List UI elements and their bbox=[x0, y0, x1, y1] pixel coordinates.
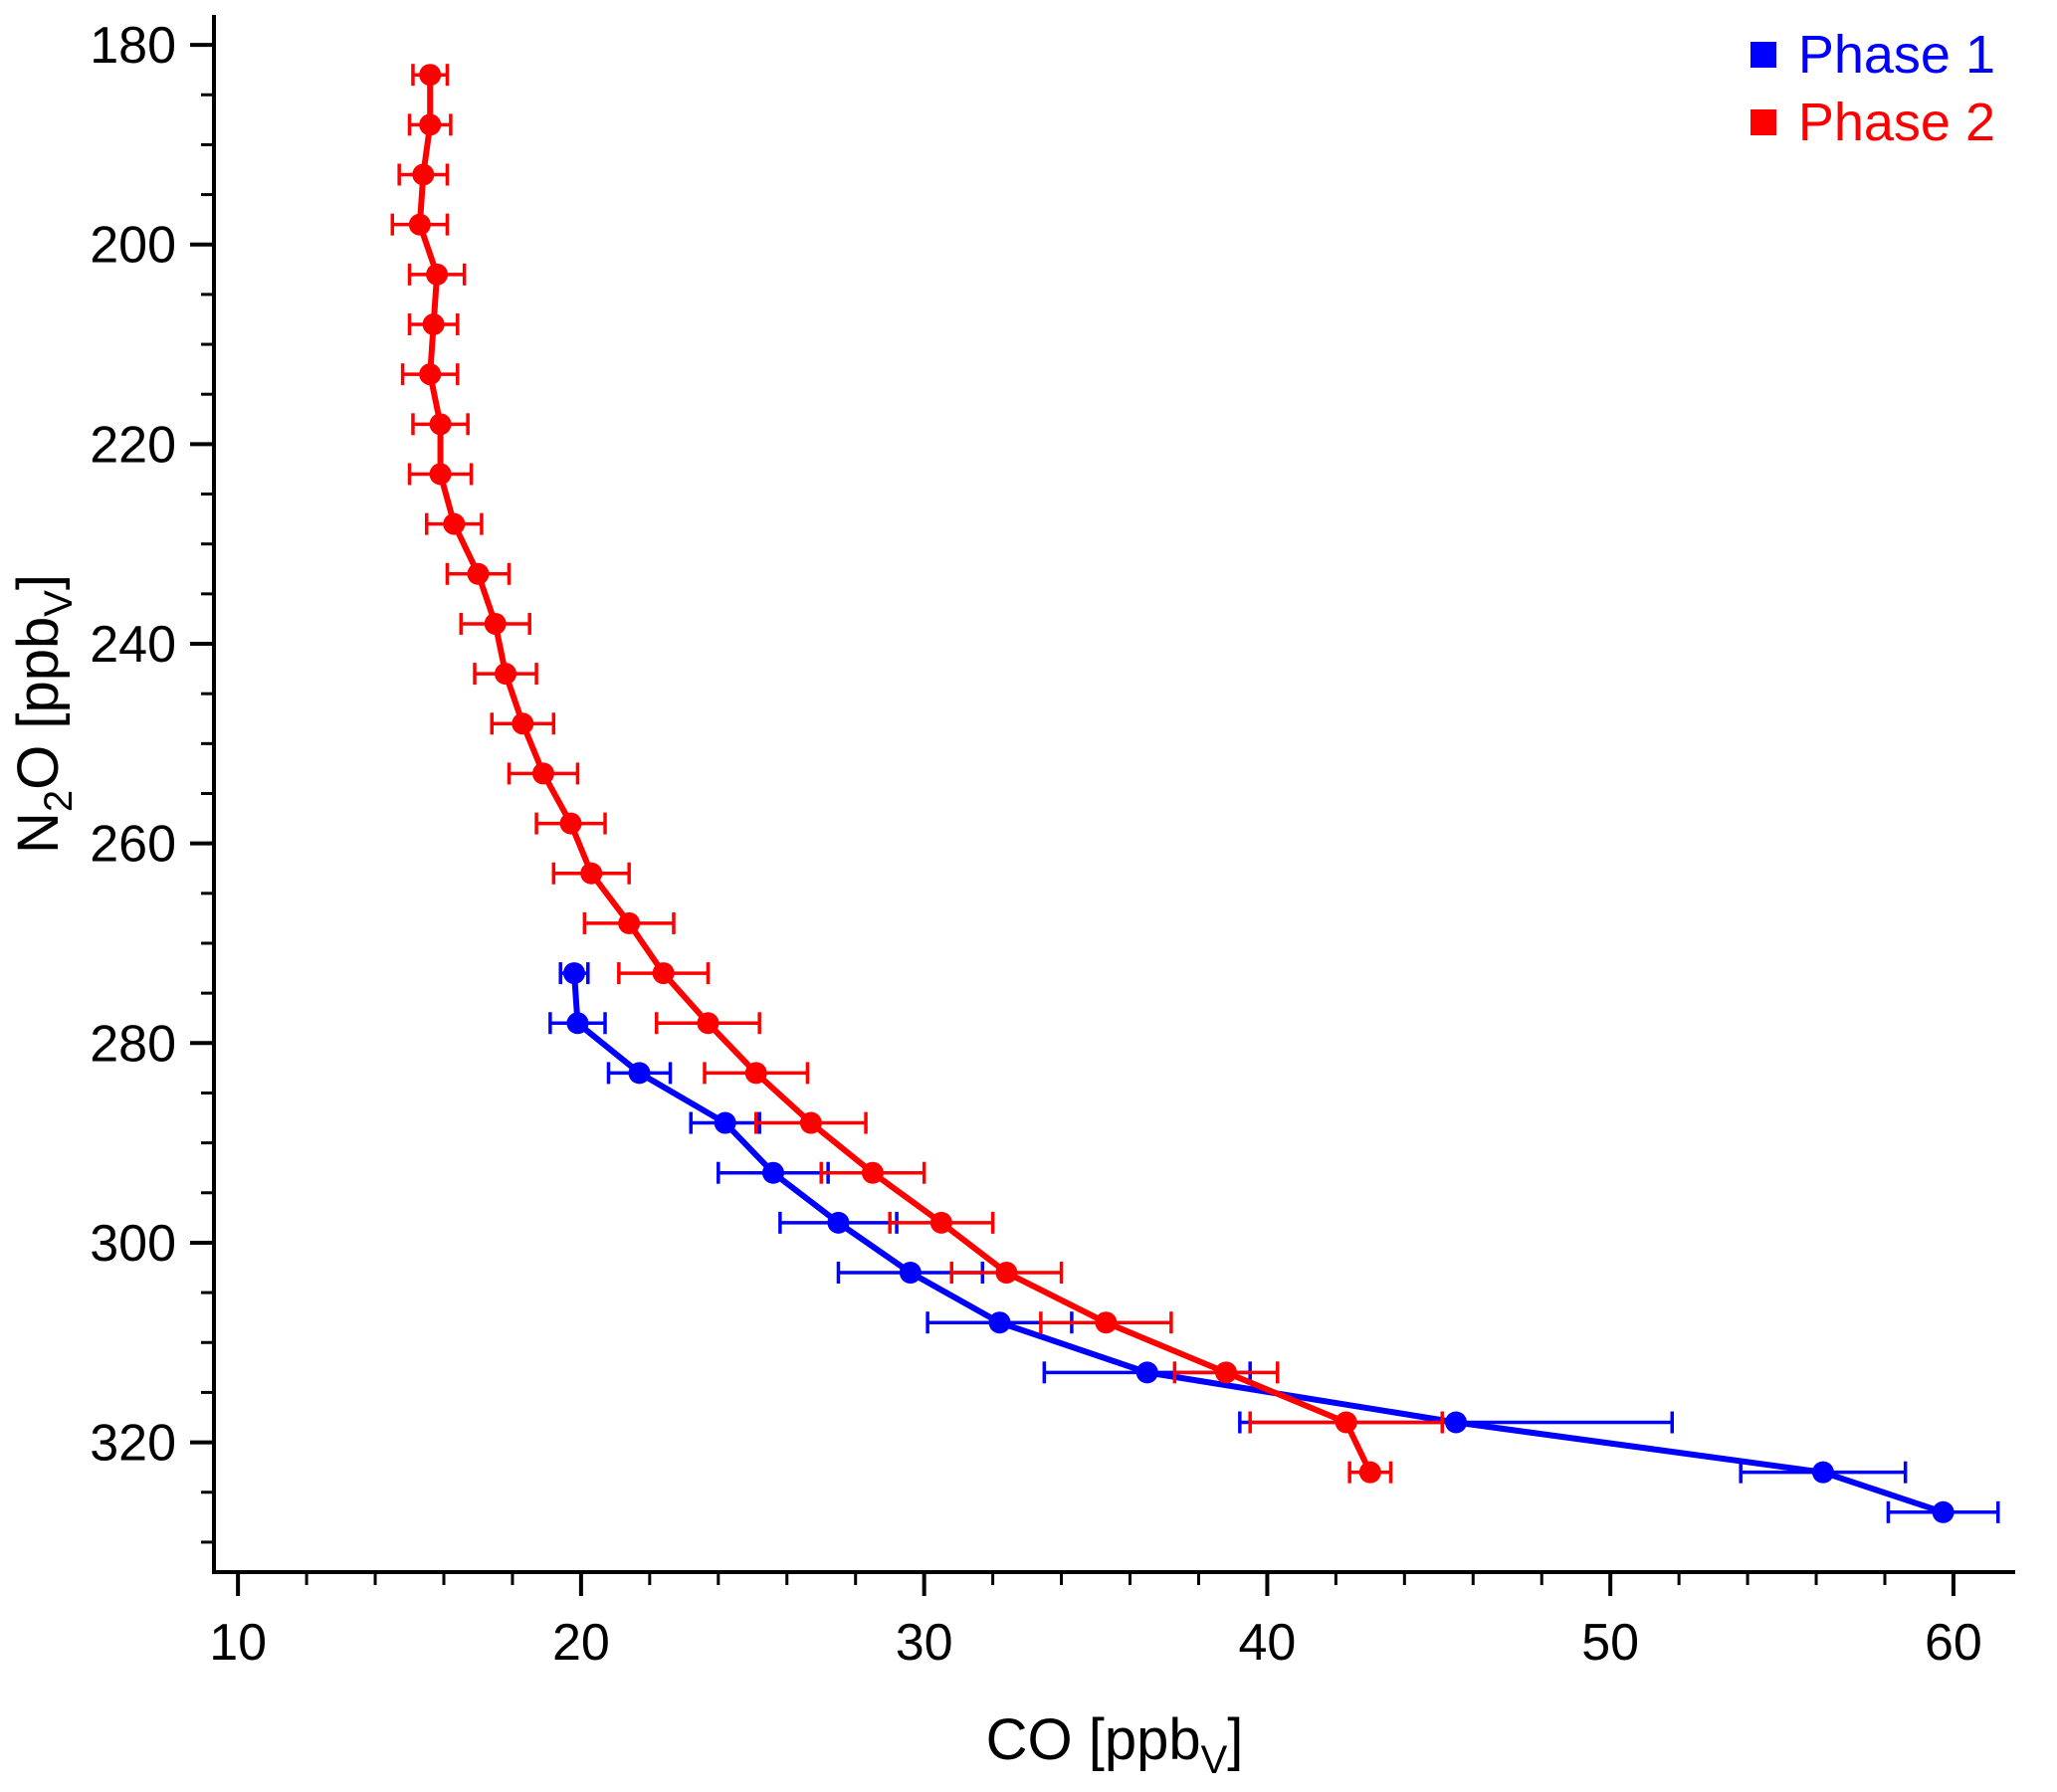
legend-label-phase-1: Phase 1 bbox=[1797, 25, 1995, 85]
data-point bbox=[1445, 1411, 1468, 1434]
data-point bbox=[929, 1211, 952, 1234]
series-phase-1 bbox=[548, 962, 2000, 1523]
phase-2-swatch-icon bbox=[1749, 109, 1776, 135]
data-point bbox=[531, 762, 554, 785]
data-point bbox=[429, 463, 452, 486]
x-tick-label: 60 bbox=[1925, 1614, 1982, 1672]
data-point bbox=[419, 113, 442, 136]
series-line bbox=[571, 970, 1947, 1515]
data-point bbox=[559, 812, 582, 835]
data-point bbox=[628, 1062, 651, 1085]
legend: Phase 1 Phase 2 bbox=[1749, 25, 1995, 152]
data-point bbox=[652, 962, 675, 985]
x-axis: 10 20 30 40 50 60 bbox=[209, 1572, 1982, 1672]
x-tick-label: 20 bbox=[552, 1614, 610, 1672]
data-point bbox=[422, 312, 445, 335]
data-point bbox=[566, 1012, 589, 1035]
y-axis-title: N2O [ppbV] bbox=[6, 574, 81, 854]
data-point bbox=[419, 64, 442, 87]
data-point bbox=[618, 911, 641, 934]
data-point bbox=[1215, 1361, 1238, 1384]
error-bars bbox=[548, 962, 2000, 1523]
data-point bbox=[697, 1012, 720, 1035]
data-point bbox=[408, 213, 431, 236]
data-point bbox=[419, 363, 442, 386]
x-tick-label: 40 bbox=[1238, 1614, 1296, 1672]
y-tick-label: 180 bbox=[90, 17, 176, 75]
x-axis-title: CO [ppbV] bbox=[986, 1707, 1244, 1782]
data-point bbox=[467, 562, 490, 585]
data-point bbox=[861, 1161, 884, 1184]
x-tick-label: 10 bbox=[209, 1614, 267, 1672]
y-tick-label: 220 bbox=[90, 416, 176, 474]
y-tick-label: 320 bbox=[90, 1415, 176, 1473]
axes bbox=[212, 15, 2015, 1574]
data-point bbox=[714, 1111, 736, 1134]
data-point bbox=[827, 1211, 850, 1234]
data-point bbox=[426, 263, 449, 286]
axis-titles: CO [ppbV] N2O [ppbV] bbox=[6, 574, 1243, 1782]
data-point bbox=[1095, 1311, 1118, 1334]
legend-label-phase-2: Phase 2 bbox=[1797, 93, 1995, 152]
y-tick-label: 200 bbox=[90, 217, 176, 275]
data-point bbox=[429, 413, 452, 436]
data-point bbox=[995, 1262, 1018, 1285]
data-point bbox=[580, 862, 603, 885]
data-point bbox=[512, 712, 534, 735]
y-axis: 180 200 220 240 260 280 300 320 bbox=[90, 17, 214, 1544]
data-point bbox=[484, 612, 507, 635]
data-point bbox=[799, 1111, 822, 1134]
data-point bbox=[1811, 1461, 1834, 1484]
x-tick-label: 30 bbox=[896, 1614, 953, 1672]
data-point bbox=[1932, 1500, 1954, 1523]
y-tick-label: 300 bbox=[90, 1215, 176, 1273]
y-tick-label: 260 bbox=[90, 816, 176, 874]
data-point bbox=[899, 1262, 922, 1285]
legend-item-phase-2: Phase 2 bbox=[1749, 93, 1995, 152]
data-point bbox=[563, 962, 585, 985]
data-point bbox=[443, 512, 466, 535]
data-point bbox=[412, 163, 435, 186]
y-tick-label: 280 bbox=[90, 1015, 176, 1073]
y-tick-label: 240 bbox=[90, 616, 176, 674]
data-point bbox=[1135, 1361, 1158, 1384]
data-point bbox=[1335, 1411, 1357, 1434]
series-phase-2 bbox=[390, 64, 1444, 1484]
markers bbox=[563, 962, 1954, 1523]
data-point bbox=[495, 663, 517, 686]
data-point bbox=[761, 1161, 784, 1184]
x-tick-label: 50 bbox=[1581, 1614, 1639, 1672]
data-point bbox=[744, 1062, 767, 1085]
data-point bbox=[1358, 1461, 1381, 1484]
markers bbox=[408, 64, 1381, 1484]
legend-item-phase-1: Phase 1 bbox=[1749, 25, 1995, 85]
data-point bbox=[988, 1311, 1011, 1334]
phase-1-swatch-icon bbox=[1749, 42, 1776, 68]
